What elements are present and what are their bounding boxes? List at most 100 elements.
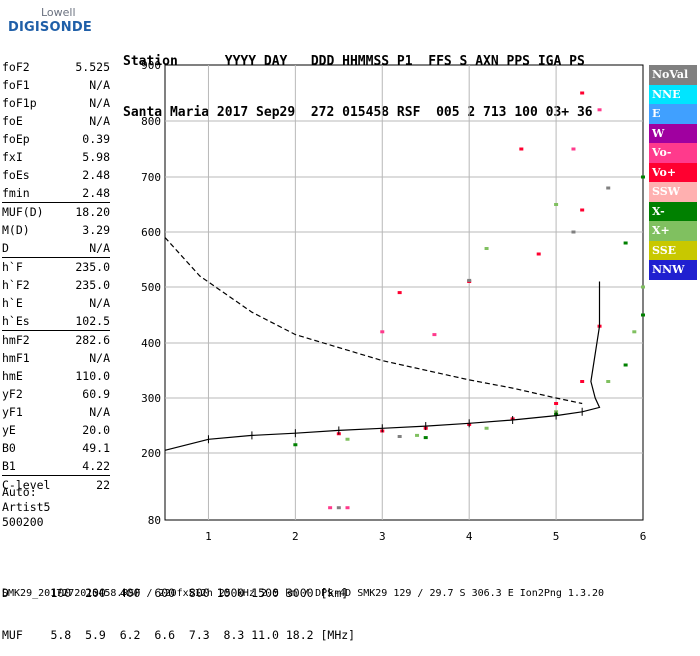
param-value: 110.0 [75, 369, 110, 383]
echo-point [641, 285, 645, 289]
auto-line-2: Artist5 [2, 500, 51, 514]
logo-top-text: Lowell [41, 6, 76, 19]
param-value: 18.20 [75, 205, 110, 219]
echo-point [571, 147, 576, 151]
x-tick-label: 2 [292, 530, 299, 543]
muf-table-distance-row: D 100 200 400 600 800 1000 1500 3000 [km… [2, 586, 349, 600]
param-name: hmE [2, 369, 23, 383]
param-value: 49.1 [82, 441, 110, 455]
auto-scaling-info: Auto: Artist5 500200 [2, 485, 50, 530]
param-row: MUF(D) 18.20 [2, 203, 110, 221]
param-value: 282.6 [75, 333, 110, 347]
param-row: fmin 2.48 [2, 184, 110, 203]
param-value: 5.98 [82, 150, 110, 164]
echo-point [345, 506, 350, 510]
param-row: foF1p N/A [2, 94, 110, 112]
auto-line-1: Auto: [2, 485, 37, 499]
param-value: 235.0 [75, 278, 110, 292]
auto-line-3: 500200 [2, 515, 44, 529]
param-row: foF2 5.525 [2, 58, 110, 76]
param-row: foF1 N/A [2, 76, 110, 94]
legend-item: NNW [649, 260, 697, 280]
param-name: M(D) [2, 223, 30, 237]
param-name: h`F [2, 260, 23, 274]
param-row: hmF1 N/A [2, 349, 110, 367]
param-name: foF2 [2, 60, 30, 74]
x-tick-label: 6 [640, 530, 647, 543]
param-name: fxI [2, 150, 23, 164]
ionogram-chart: 1 2 3 4 5 6 80 200 300 400 500 600 700 800 900 [141, 59, 646, 543]
echo-point [336, 506, 341, 510]
echo-point [623, 363, 628, 367]
chart-grid [164, 64, 644, 521]
plot-frame [164, 64, 644, 521]
param-name: foF1p [2, 96, 37, 110]
echo-point [484, 247, 489, 250]
echo-point [580, 91, 585, 95]
param-value: N/A [89, 241, 110, 255]
param-name: h`E [2, 296, 23, 310]
legend-item: SSW [649, 182, 697, 202]
y-tick-label: 800 [141, 115, 161, 128]
echo-point [641, 175, 645, 179]
legend-item: Vo+ [649, 162, 697, 182]
param-value: N/A [89, 114, 110, 128]
param-value: N/A [89, 78, 110, 92]
param-name: h`Es [2, 314, 30, 328]
x-tick-label: 1 [205, 530, 212, 543]
param-value: N/A [89, 296, 110, 310]
electron-density-profile [164, 237, 583, 405]
param-value: 4.22 [82, 459, 110, 473]
param-name: hmF1 [2, 351, 30, 365]
echo-point [467, 278, 472, 282]
echo-point [397, 435, 402, 438]
param-name: foEs [2, 168, 30, 182]
y-tick-label: 700 [141, 171, 161, 184]
param-row: yF1 N/A [2, 403, 110, 421]
legend-item: NoVal [649, 65, 697, 85]
param-row: h`Es 102.5 [2, 312, 110, 331]
x-tick-label: 3 [379, 530, 386, 543]
echo-point [623, 241, 628, 245]
param-row: foE N/A [2, 112, 110, 130]
lowell-digisonde-logo: Lowell DIGISONDE [8, 6, 118, 42]
param-row: M(D) 3.29 [2, 221, 110, 239]
echo-point [597, 108, 602, 112]
param-row: D N/A [2, 239, 110, 258]
legend-item: E [649, 104, 697, 124]
y-tick-label: 80 [148, 514, 161, 527]
param-name: yF2 [2, 387, 23, 401]
y-tick-label: 300 [141, 392, 161, 405]
legend-item: X- [649, 201, 697, 221]
param-value: 5.525 [75, 60, 110, 74]
echo-point [423, 436, 428, 440]
echo-point [536, 252, 541, 256]
echo-point [397, 291, 402, 295]
param-name: h`F2 [2, 278, 30, 292]
legend-item: SSE [649, 240, 697, 260]
param-row: h`F 235.0 [2, 258, 110, 276]
profile-curves [164, 237, 601, 455]
param-value: N/A [89, 96, 110, 110]
logo-main-text: DIGISONDE [8, 20, 92, 35]
param-value: 60.9 [82, 387, 110, 401]
param-row: yF2 60.9 [2, 385, 110, 403]
param-value: 22 [96, 478, 110, 492]
axis-ticks: 1 2 3 4 5 6 80 200 300 400 500 600 700 800 900 [141, 59, 646, 543]
param-name: foE [2, 114, 23, 128]
param-name: B0 [2, 441, 16, 455]
echo-point [580, 208, 585, 212]
param-value: 3.29 [82, 223, 110, 237]
echo-point [345, 437, 350, 441]
param-row: C-level 22 [2, 476, 110, 494]
muf-table-muf-row: MUF 5.8 5.9 6.2 6.6 7.3 8.3 11.0 18.2 [M… [2, 628, 356, 642]
param-name: C-level [2, 478, 51, 492]
echo-point [432, 333, 437, 337]
param-value: N/A [89, 351, 110, 365]
echo-point [519, 147, 524, 151]
param-value: 102.5 [75, 314, 110, 328]
trace-curve [164, 281, 601, 451]
legend-item: Vo- [649, 143, 697, 163]
echo-point [554, 203, 559, 206]
echo-point [380, 330, 385, 334]
